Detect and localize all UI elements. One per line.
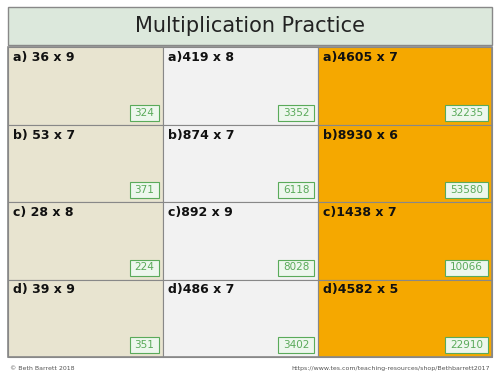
Text: 6118: 6118 [283,185,309,195]
Bar [318,202,492,279]
Bar [163,279,318,357]
Text: a) 36 x 9: a) 36 x 9 [13,51,74,64]
Text: 22910: 22910 [450,340,483,350]
Bar [445,337,488,353]
Text: 3352: 3352 [283,108,309,117]
Text: 351: 351 [134,340,154,350]
Bar [278,260,314,276]
Text: 53580: 53580 [450,185,483,195]
Bar [8,124,163,202]
Bar [318,124,492,202]
Text: a)419 x 8: a)419 x 8 [168,51,234,64]
Text: 224: 224 [134,262,154,273]
Bar [130,337,159,353]
Bar [8,47,492,357]
Bar [278,105,314,120]
Text: c) 28 x 8: c) 28 x 8 [13,206,74,219]
Text: b)8930 x 6: b)8930 x 6 [323,129,398,141]
Bar [130,105,159,120]
Bar [318,47,492,124]
Bar [163,202,318,279]
Bar [445,182,488,198]
Text: 3402: 3402 [283,340,309,350]
Bar [278,182,314,198]
Text: c)892 x 9: c)892 x 9 [168,206,233,219]
Bar [163,47,318,124]
Bar [318,279,492,357]
Text: c)1438 x 7: c)1438 x 7 [323,206,396,219]
Text: Multiplication Practice: Multiplication Practice [135,16,365,36]
Bar [8,279,163,357]
Text: 324: 324 [134,108,154,117]
Text: b) 53 x 7: b) 53 x 7 [13,129,75,141]
Text: © Beth Barrett 2018: © Beth Barrett 2018 [10,366,74,371]
Text: 10066: 10066 [450,262,483,273]
Text: d)486 x 7: d)486 x 7 [168,284,234,297]
Text: 8028: 8028 [283,262,309,273]
Text: 32235: 32235 [450,108,483,117]
Bar [445,260,488,276]
Text: https://www.tes.com/teaching-resources/shop/Bethbarrett2017: https://www.tes.com/teaching-resources/s… [292,366,490,371]
Bar [8,202,163,279]
Text: d) 39 x 9: d) 39 x 9 [13,284,75,297]
Text: 371: 371 [134,185,154,195]
Bar [130,182,159,198]
Bar [8,47,163,124]
Bar [8,7,492,45]
Text: b)874 x 7: b)874 x 7 [168,129,234,141]
Bar [163,124,318,202]
Text: a)4605 x 7: a)4605 x 7 [323,51,398,64]
Text: d)4582 x 5: d)4582 x 5 [323,284,398,297]
Bar [445,105,488,120]
Bar [130,260,159,276]
Bar [278,337,314,353]
